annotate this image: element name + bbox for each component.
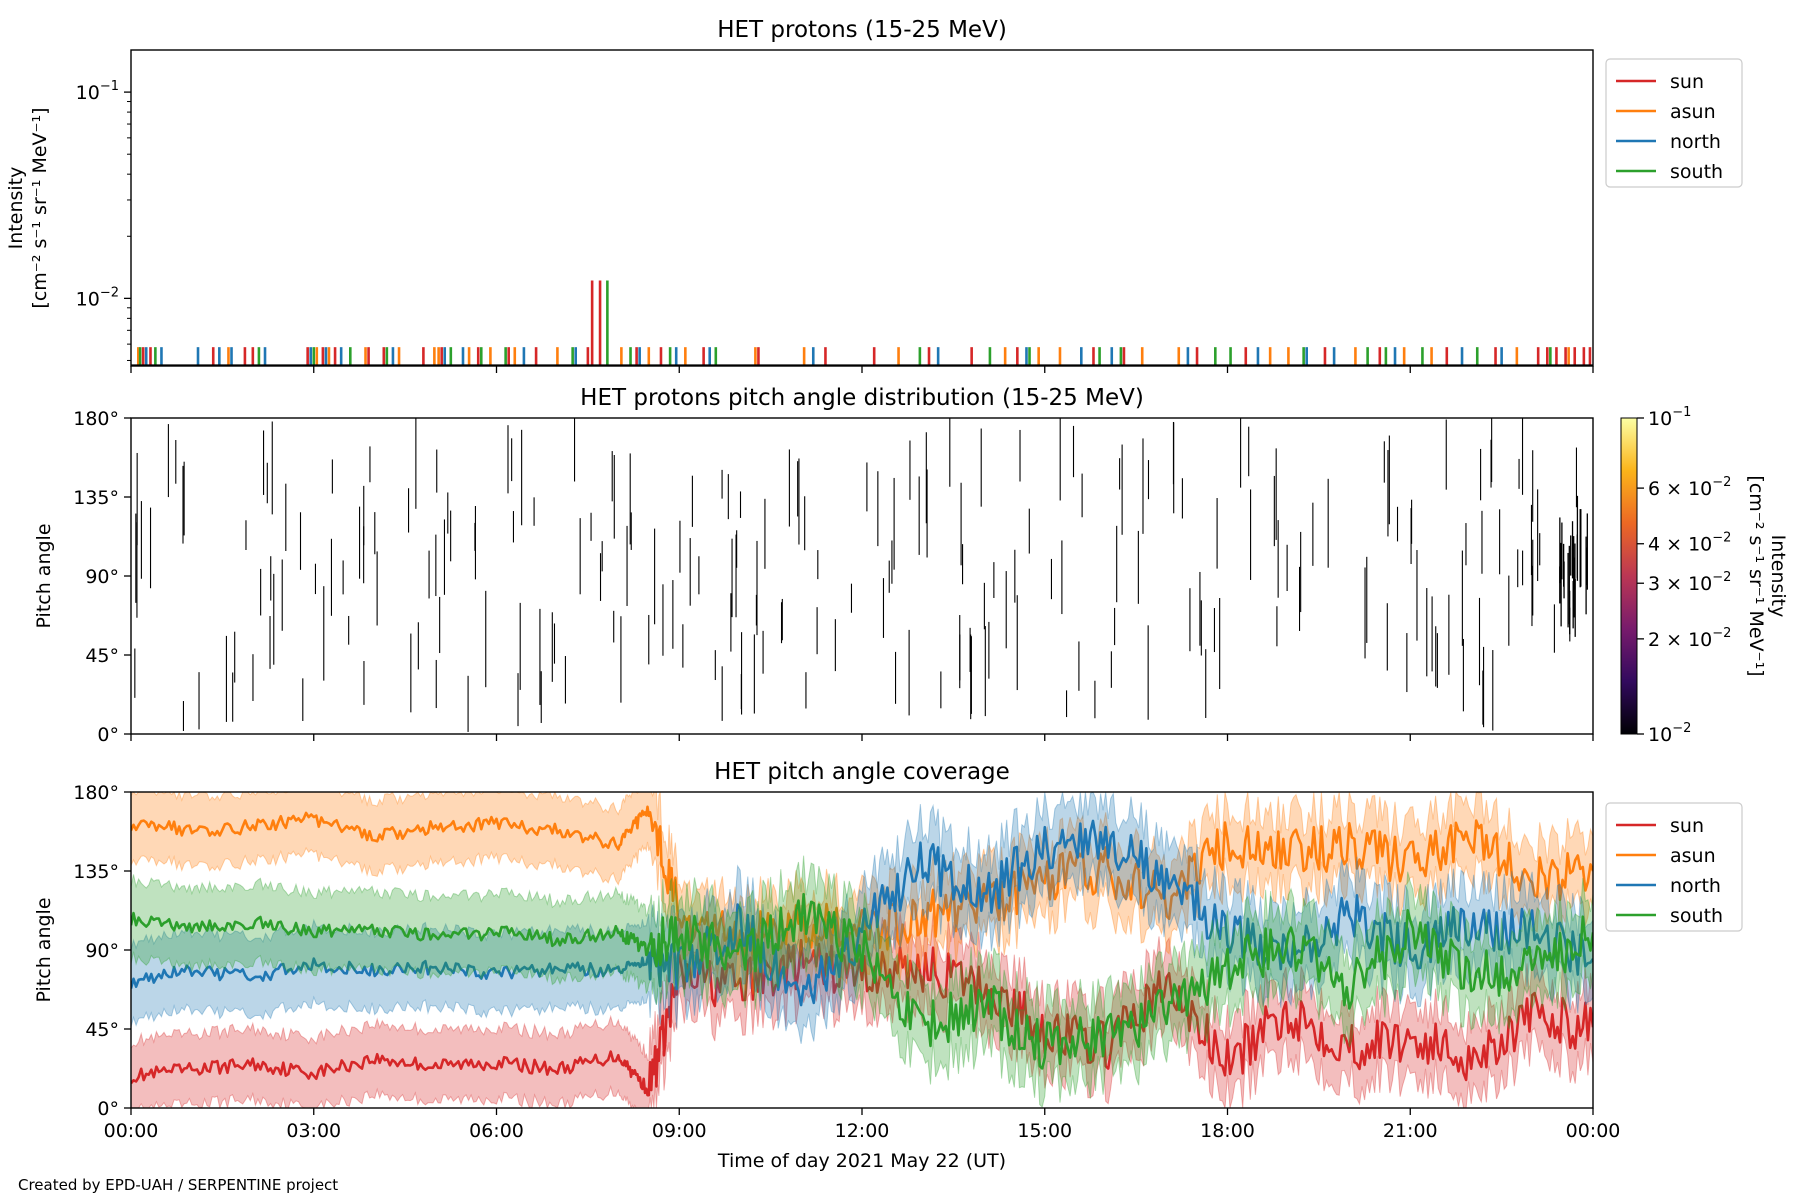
- y-tick-base: 10: [76, 82, 100, 104]
- x-tick-label: 12:00: [835, 1120, 890, 1142]
- panel1-ylabel-line1: Intensity: [5, 167, 27, 250]
- colorbar-tick-label: 4 × 10−2: [1648, 531, 1731, 556]
- y-tick-exp: −1: [100, 79, 119, 94]
- legend-label-south: south: [1670, 905, 1723, 927]
- legend-label-sun: sun: [1670, 71, 1704, 93]
- legend-label-south: south: [1670, 161, 1723, 183]
- colorbar-tick-label: 2 × 10−2: [1648, 626, 1731, 651]
- legend-label-north: north: [1670, 131, 1721, 153]
- y-tick-label: 90°: [85, 566, 119, 588]
- y-tick-exp: −2: [100, 285, 119, 300]
- panel1-title: HET protons (15-25 MeV): [717, 17, 1007, 43]
- panel2-title: HET protons pitch angle distribution (15…: [580, 385, 1144, 411]
- x-tick-label: 15:00: [1017, 1120, 1072, 1142]
- y-tick-label: 10−1: [76, 79, 119, 104]
- colorbar-tick-label: 10−1: [1648, 405, 1691, 430]
- colorbar-tick-base: 6 × 10: [1648, 478, 1712, 500]
- legend-label-sun: sun: [1670, 815, 1704, 837]
- intensity-panel: HET protons (15-25 MeV) 10−110−2 Intensi…: [5, 17, 1743, 373]
- colorbar: [1620, 417, 1638, 735]
- colorbar-tick-exp: −2: [1712, 531, 1731, 546]
- x-tick-label: 18:00: [1200, 1120, 1255, 1142]
- colorbar-tick-exp: −2: [1712, 626, 1731, 641]
- coverage-line-sun: [131, 938, 1593, 1097]
- y-tick-label: 180°: [73, 782, 119, 804]
- panel2-ylabel: Pitch angle: [33, 523, 55, 628]
- colorbar-label-line1: Intensity: [1767, 535, 1789, 618]
- coverage-band-north: [131, 792, 1593, 1044]
- panel2-y-ticks: 0° 45° 90° 135° 180°: [73, 408, 131, 746]
- x-tick-label: 21:00: [1383, 1120, 1438, 1142]
- colorbar-tick-base: 2 × 10: [1648, 629, 1712, 651]
- coverage-line-north: [131, 819, 1593, 1007]
- colorbar-tick-label: 10−2: [1648, 721, 1691, 746]
- colorbar-tick-exp: −2: [1712, 570, 1731, 585]
- y-tick-label: 135°: [73, 487, 119, 509]
- x-tick-label: 09:00: [652, 1120, 707, 1142]
- legend-box: [1605, 802, 1743, 932]
- y-tick-label: 0°: [97, 1098, 119, 1120]
- y-tick-label: 45°: [85, 1019, 119, 1041]
- colorbar-tick-base: 4 × 10: [1648, 534, 1712, 556]
- panel2-x-ticks: [130, 734, 1594, 741]
- legend-label-asun: asun: [1670, 845, 1716, 867]
- colorbar-tick-base: 3 × 10: [1648, 573, 1712, 595]
- panel3-title: HET pitch angle coverage: [714, 759, 1010, 785]
- x-tick-label: 06:00: [469, 1120, 524, 1142]
- y-tick-label: 45°: [85, 645, 119, 667]
- x-axis-label: Time of day 2021 May 22 (UT): [717, 1150, 1006, 1172]
- panel3-y-ticks: 0° 45° 90° 135° 180°: [73, 782, 131, 1120]
- intensity-bars: [131, 280, 1593, 366]
- colorbar-tick-base: 10: [1648, 408, 1672, 430]
- pitch-angle-distribution-panel: HET protons pitch angle distribution (15…: [33, 385, 1789, 746]
- legend-label-north: north: [1670, 875, 1721, 897]
- colorbar-tick-label: 6 × 10−2: [1648, 475, 1731, 500]
- y-tick-label: 90°: [85, 940, 119, 962]
- panel2-frame: [130, 417, 1594, 735]
- panel3-x-ticks: 00:00 03:00 06:00 09:00 12:00 15:00 18:00 21:00…: [104, 1108, 1621, 1142]
- panel3-legend: sun asun north south: [1605, 802, 1743, 932]
- coverage-line-south: [131, 892, 1593, 1070]
- coverage-line-asun: [131, 805, 1593, 961]
- colorbar-tick-exp: −2: [1672, 721, 1691, 736]
- panel3-ylabel: Pitch angle: [33, 897, 55, 1002]
- y-tick-label: 135°: [73, 861, 119, 883]
- x-tick-label: 00:00: [104, 1120, 159, 1142]
- colorbar-tick-base: 10: [1648, 724, 1672, 746]
- legend-label-asun: asun: [1670, 101, 1716, 123]
- pad-streaks: [134, 418, 1588, 732]
- pitch-angle-coverage-panel: HET pitch angle coverage 0° 45° 90° 135° 180…: [33, 759, 1743, 1142]
- coverage-band-south: [131, 855, 1593, 1108]
- colorbar-ticks: 10−16 × 10−24 × 10−23 × 10−22 × 10−210−2: [1637, 405, 1731, 746]
- x-tick-label: 03:00: [286, 1120, 341, 1142]
- colorbar-tick-exp: −2: [1712, 475, 1731, 490]
- panel1-frame: [130, 49, 1594, 367]
- colorbar-label-line2: [cm⁻² s⁻¹ sr⁻¹ MeV⁻¹]: [1745, 475, 1767, 676]
- coverage-series: [131, 792, 1593, 1108]
- y-tick-label: 10−2: [76, 285, 119, 310]
- panel1-y-ticks: 10−110−2: [76, 79, 131, 361]
- panel1-x-ticks: [130, 366, 1594, 373]
- credit-text: Created by EPD-UAH / SERPENTINE project: [18, 1176, 338, 1194]
- panel1-legend: sun asun north south: [1605, 58, 1743, 188]
- panel1-ylabel-line2: [cm⁻² s⁻¹ sr⁻¹ MeV⁻¹]: [29, 107, 51, 308]
- x-tick-label: 00:00: [1566, 1120, 1621, 1142]
- legend-box: [1605, 58, 1743, 188]
- colorbar-tick-label: 3 × 10−2: [1648, 570, 1731, 595]
- y-tick-label: 0°: [97, 724, 119, 746]
- y-tick-label: 180°: [73, 408, 119, 430]
- colorbar-tick-exp: −1: [1672, 405, 1691, 420]
- y-tick-base: 10: [76, 288, 100, 310]
